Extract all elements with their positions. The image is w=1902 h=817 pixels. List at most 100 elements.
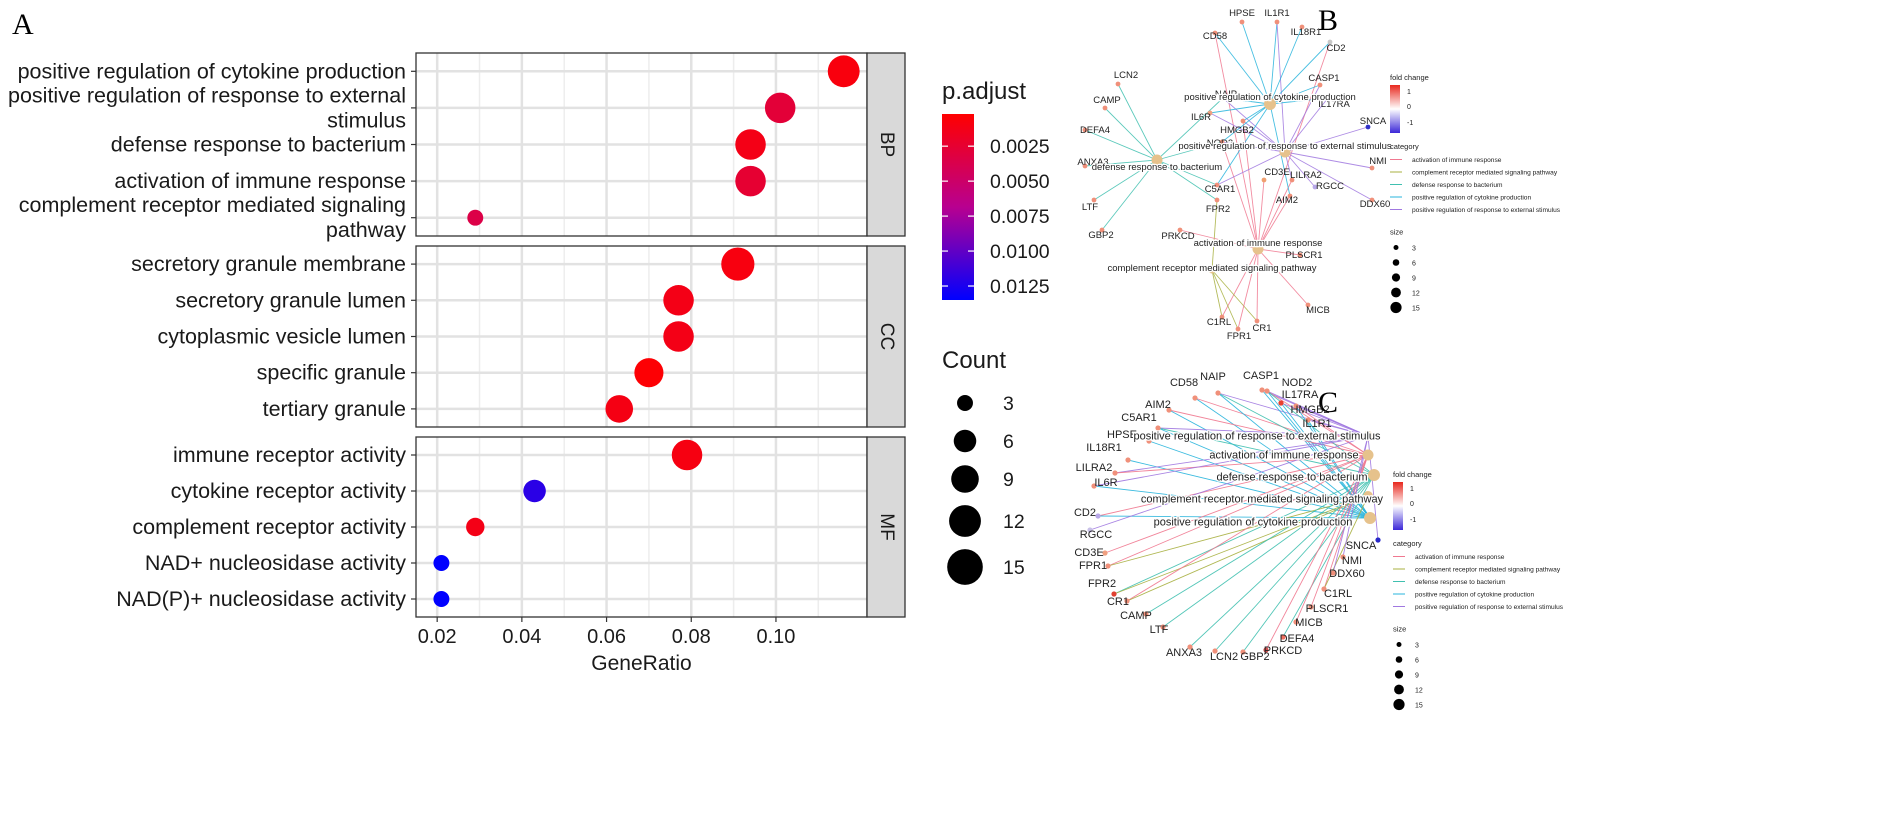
gene-node-cd3e [1261, 177, 1267, 183]
edge-il1r1 [1307, 419, 1371, 519]
gene-node-nmi [1340, 554, 1346, 560]
gene-node-il18r1 [1299, 24, 1305, 30]
gene-node-cd58 [1212, 30, 1218, 36]
term-label: pathway [326, 218, 406, 242]
dotplot-dots [433, 55, 860, 607]
category-legend-title: category [1393, 539, 1422, 548]
edge-lcn2 [1117, 83, 1158, 161]
size-legend-label: 15 [1003, 557, 1025, 579]
fold-change-title: fold change [1390, 73, 1429, 82]
dot-positive-regulation-of-cytokine-production [827, 55, 860, 88]
edge-il17ra [1269, 97, 1329, 105]
edge-il18r1 [1269, 26, 1303, 105]
category-legend-title: category [1390, 142, 1419, 151]
gene-label-camp: CAMP [1120, 610, 1152, 622]
edge-cr1 [1126, 495, 1369, 602]
edge-fpr1 [1107, 495, 1369, 567]
term-label: secretory granule membrane [131, 252, 406, 276]
edge-nod2 [1156, 141, 1223, 161]
gene-label-nmi: NMI [1369, 156, 1386, 167]
term-label: cytoplasmic vesicle lumen [157, 325, 406, 349]
edge-prkcd [1179, 229, 1259, 250]
edge-nod2 [1221, 103, 1271, 143]
edge-prkcd [1265, 454, 1369, 651]
edge-il6r [1209, 112, 1286, 153]
gene-node-camp [1143, 611, 1149, 617]
size-legend-dot [1393, 698, 1405, 711]
dot-positive-regulation-of-response-to-external-stimulus [764, 92, 796, 124]
gene-label-il17ra: IL17RA [1282, 389, 1319, 401]
size-legend-label: 6 [1412, 261, 1416, 268]
color-bar-label: 0.0025 [990, 136, 1050, 158]
category-node [1208, 266, 1216, 274]
term-label: immune receptor activity [173, 443, 406, 467]
color-bar-label: 0.0125 [990, 276, 1050, 298]
gene-node-snca [1365, 124, 1371, 130]
gene-node-cd2 [1327, 39, 1333, 45]
edge-nod2 [1266, 390, 1369, 456]
category-legend-label: complement receptor mediated signaling p… [1415, 567, 1561, 574]
size-legend-dot [949, 505, 981, 537]
gene-node-lcn2 [1115, 81, 1121, 87]
gene-label-c1rl: C1RL [1207, 317, 1231, 328]
color-bar-label: 0.0075 [990, 206, 1050, 228]
size-legend-label: 6 [1003, 431, 1014, 453]
gene-label-micb: MICB [1306, 305, 1330, 316]
edge-hmgb2 [1295, 405, 1369, 456]
gene-label-lcn2: LCN2 [1114, 70, 1138, 81]
edge-cd2 [1269, 41, 1331, 105]
gene-node-cd2 [1095, 513, 1101, 519]
gene-node-casp1 [1259, 387, 1265, 393]
gene-label-defa4: DEFA4 [1080, 125, 1110, 136]
edge-cd58 [1214, 32, 1259, 250]
gene-label-rgcc: RGCC [1316, 181, 1344, 192]
panel-a-dot-plot: A positive regulation of cytokine produc… [8, 8, 1050, 675]
gene-label-casp1: CASP1 [1243, 370, 1279, 382]
gene-label-il18r1: IL18R1 [1291, 27, 1322, 38]
gene-node-fpr2 [1111, 591, 1117, 597]
term-label: tertiary granule [263, 397, 406, 421]
gene-label-fpr2: FPR2 [1206, 204, 1230, 215]
category-label: defense response to bacterium [1092, 162, 1223, 173]
gene-node-cr1 [1254, 318, 1260, 324]
gene-node-micb [1293, 619, 1299, 625]
edge-ltf [1162, 474, 1375, 628]
gene-node-cd3e [1102, 550, 1108, 556]
gene-node-naip [1220, 95, 1226, 101]
gene-label-lilra2: LILRA2 [1290, 170, 1322, 181]
edge-fpr1 [1107, 454, 1369, 567]
gene-node-c1rl [1219, 314, 1225, 320]
gene-node-prkcd [1263, 647, 1269, 653]
gene-node-nod2 [1219, 139, 1225, 145]
gene-node-defa4 [1082, 127, 1088, 133]
gene-label-plscr1: PLSCR1 [1306, 603, 1349, 615]
edge-fpr1 [1211, 269, 1239, 330]
size-legend-label: 9 [1003, 469, 1014, 491]
gene-node-rgcc [1087, 527, 1093, 533]
term-label: specific granule [257, 361, 406, 385]
facet-strip-label: CC [876, 323, 897, 350]
size-legend-label: 12 [1412, 291, 1420, 298]
gene-label-snca: SNCA [1346, 540, 1377, 552]
category-node [1264, 98, 1276, 110]
x-tick-label: 0.06 [587, 626, 626, 648]
fold-change-tick: 0 [1410, 501, 1414, 508]
edge-hmgb2 [1242, 120, 1259, 250]
gene-label-prkcd: PRKCD [1264, 645, 1303, 657]
gene-label-ddx60: DDX60 [1329, 568, 1364, 580]
size-legend-label: 3 [1412, 246, 1416, 253]
edge-gbp2 [1101, 159, 1158, 231]
category-label: activation of immune response [1209, 450, 1358, 462]
fold-change-tick: 1 [1410, 486, 1414, 493]
edge-c5ar1 [1157, 427, 1369, 437]
edge-il1r1 [1269, 21, 1278, 105]
gene-label-aim2: AIM2 [1276, 195, 1298, 206]
color-bar [942, 114, 974, 300]
gene-label-il1r1: IL1R1 [1264, 8, 1289, 19]
gene-node-micb [1305, 302, 1311, 308]
size-legend-dot [1394, 670, 1404, 679]
network-b-nodes: HPSE IL1R1 CD58 IL18R1 CD2 CASP1 LCN2 CAMP NAIP I… [1077, 8, 1393, 342]
